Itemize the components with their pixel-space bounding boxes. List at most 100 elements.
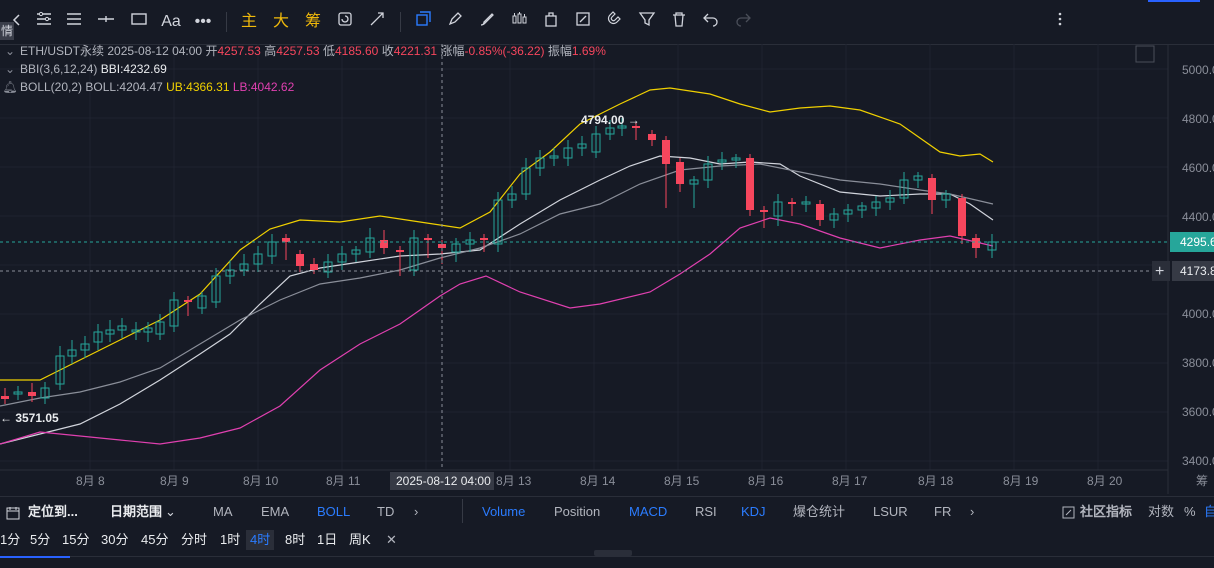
panel-resize-handle[interactable]	[594, 550, 632, 556]
candle	[507, 186, 517, 208]
time-axis[interactable]: 8月 8 8月 9 8月 10 8月 11 8月 13 8月 14 8月 15 …	[0, 469, 1208, 490]
low-price-marker: ← 3571.05	[0, 411, 59, 425]
edit-note-icon[interactable]	[572, 10, 594, 34]
toolbar-divider	[400, 12, 401, 32]
boll-name[interactable]: BOLL(20,2)	[20, 80, 83, 94]
chevron-down-icon[interactable]: ⌄	[165, 504, 176, 519]
filter-icon[interactable]	[636, 10, 658, 34]
lock-icon[interactable]	[540, 10, 562, 34]
more-icon[interactable]: •••	[194, 13, 212, 30]
crosshair-price-label-bg	[1172, 261, 1214, 281]
kdj-button[interactable]: KDJ	[741, 504, 766, 519]
interval-8h[interactable]: 8时	[285, 532, 306, 547]
fullscreen-icon[interactable]	[1135, 45, 1155, 63]
multi-chart-icon[interactable]	[412, 10, 434, 34]
alert-bell-icon[interactable]: 🔔︎	[2, 80, 18, 94]
candle-body	[396, 250, 404, 252]
fr-button[interactable]: FR	[934, 504, 952, 519]
candle-body	[577, 143, 587, 149]
more-vertical-icon[interactable]	[1050, 10, 1070, 34]
price-chart[interactable]: 4794.00 → ← 3571.05 5000.0 4800.0 4600.0…	[0, 44, 1214, 494]
chevron-right-icon[interactable]: ›	[970, 504, 975, 519]
volume-button[interactable]: Volume	[482, 504, 526, 519]
pen-icon[interactable]	[444, 10, 466, 34]
chips-button[interactable]: 筹	[304, 13, 321, 30]
text-tool-button[interactable]: Aa	[161, 13, 181, 30]
position-button[interactable]: Position	[554, 504, 601, 519]
candle	[239, 254, 249, 276]
candle	[801, 196, 811, 212]
undo-icon[interactable]	[700, 10, 722, 34]
side-info-tab[interactable]: 情	[0, 22, 14, 40]
chevron-right-icon[interactable]: ›	[414, 504, 419, 519]
rsi-button[interactable]: RSI	[695, 504, 717, 519]
collapse-icon[interactable]: ⌄	[4, 62, 16, 76]
calendar-icon[interactable]	[6, 503, 20, 521]
candle	[717, 152, 727, 170]
ma-button[interactable]: MA	[213, 504, 233, 519]
candle-body	[676, 162, 684, 184]
locate-button[interactable]: 定位到...	[28, 504, 78, 519]
magnet-icon[interactable]	[604, 10, 626, 34]
add-alert-icon[interactable]: +	[1155, 263, 1164, 280]
candle	[282, 234, 290, 260]
candlestick-icon[interactable]	[508, 10, 530, 34]
chevron-left-icon[interactable]	[4, 10, 30, 34]
redo-icon[interactable]	[732, 10, 754, 34]
candle-body	[117, 325, 127, 331]
candle-body	[760, 210, 768, 212]
candle-body	[105, 329, 115, 335]
community-indicators-button[interactable]: 社区指标	[1080, 504, 1133, 519]
candle-body	[617, 125, 627, 129]
interval-45m[interactable]: 45分	[141, 532, 169, 547]
close-icon[interactable]: ✕	[386, 532, 397, 547]
candle	[703, 156, 713, 188]
interval-5m[interactable]: 5分	[30, 532, 51, 547]
macd-button[interactable]: MACD	[629, 504, 668, 519]
collapse-icon[interactable]: ⌄	[4, 44, 16, 58]
candle	[267, 234, 277, 264]
price-axis[interactable]: 5000.0 4800.0 4600.0 4400.0 4000.0 3800.…	[1135, 44, 1214, 494]
candle	[424, 234, 432, 258]
interval-4h[interactable]: 4时	[246, 530, 275, 550]
candle-body	[282, 238, 290, 242]
candle-body	[1, 396, 9, 399]
large-orders-button[interactable]: 大	[272, 13, 289, 30]
rectangle-icon[interactable]	[128, 10, 150, 34]
liquidation-stats-button[interactable]: 爆仓统计	[793, 504, 846, 519]
indicators-icon[interactable]	[64, 10, 84, 34]
interval-1d[interactable]: 1日	[317, 532, 338, 547]
candle-body	[843, 209, 853, 215]
drawing-tools-icon[interactable]	[366, 10, 388, 34]
add-alert-bg[interactable]	[1152, 261, 1170, 281]
auto-scale-button[interactable]: 自	[1204, 504, 1214, 519]
main-chart-button[interactable]: 主	[240, 13, 257, 30]
lsur-button[interactable]: LSUR	[873, 504, 908, 519]
interval-30m[interactable]: 30分	[101, 532, 129, 547]
community-edit-icon[interactable]	[1062, 503, 1075, 521]
candle-body	[717, 159, 727, 163]
log-scale-button[interactable]: 对数	[1148, 504, 1175, 519]
candlesticks	[1, 118, 997, 404]
interval-week[interactable]: 周K	[349, 532, 371, 547]
percent-scale-button[interactable]: %	[1184, 504, 1196, 519]
interval-15m[interactable]: 15分	[62, 532, 90, 547]
td-button[interactable]: TD	[377, 504, 395, 519]
brush-icon[interactable]	[476, 10, 498, 34]
horizontal-line-icon[interactable]	[96, 10, 116, 34]
axis-corner-chips[interactable]: 筹	[1196, 474, 1208, 488]
replay-icon[interactable]	[334, 10, 356, 34]
interval-1m[interactable]: 1分	[0, 532, 21, 547]
open-value: 4257.53	[217, 44, 261, 58]
candle-body	[380, 240, 388, 248]
boll-button[interactable]: BOLL	[317, 504, 351, 519]
date-range-button[interactable]: 日期范围	[110, 504, 163, 519]
interval-timeline[interactable]: 分时	[181, 532, 208, 547]
settings-list-icon[interactable]	[34, 10, 54, 34]
ema-button[interactable]: EMA	[261, 504, 290, 519]
candle	[1, 388, 9, 404]
bbi-name[interactable]: BBI(3,6,12,24)	[20, 62, 98, 76]
trash-icon[interactable]	[668, 10, 690, 34]
interval-1h[interactable]: 1时	[220, 532, 241, 547]
boll-ub-value: UB:4366.31	[166, 80, 230, 94]
